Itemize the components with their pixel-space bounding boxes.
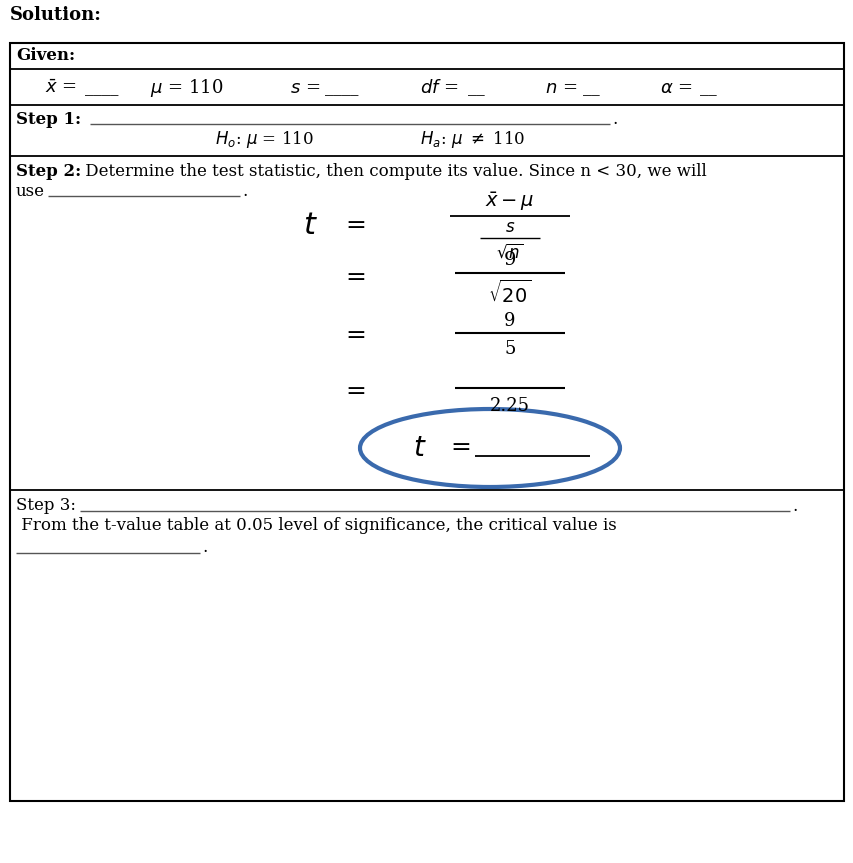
Text: =: =: [450, 437, 470, 459]
Text: __: __: [699, 79, 716, 97]
Text: Step 3:: Step 3:: [16, 497, 76, 514]
Text: $s$: $s$: [504, 218, 514, 236]
Text: $H_a$: $\mu$ $\neq$ 110: $H_a$: $\mu$ $\neq$ 110: [420, 129, 525, 149]
Text: Given:: Given:: [16, 47, 75, 65]
Text: From the t-value table at 0.05 level of significance, the critical value is: From the t-value table at 0.05 level of …: [16, 518, 616, 534]
Text: $n$ =: $n$ =: [544, 79, 577, 97]
Text: =: =: [345, 380, 365, 402]
Text: ____: ____: [85, 79, 119, 97]
Text: $t$: $t$: [302, 210, 317, 241]
Text: =: =: [345, 267, 365, 289]
Text: $\sqrt{20}$: $\sqrt{20}$: [488, 280, 531, 306]
Text: $s$ =: $s$ =: [290, 79, 320, 97]
Text: 9: 9: [503, 312, 515, 330]
Text: $H_o$: $\mu$ = 110: $H_o$: $\mu$ = 110: [215, 129, 313, 149]
Text: .: .: [612, 110, 617, 128]
Text: =: =: [345, 324, 365, 348]
Text: __: __: [467, 79, 485, 97]
Text: 5: 5: [504, 340, 515, 358]
Text: $\bar{x}$ =: $\bar{x}$ =: [45, 79, 77, 97]
Text: $\bar{x}-\mu$: $\bar{x}-\mu$: [485, 191, 534, 213]
Text: $df$ =: $df$ =: [420, 79, 458, 97]
Text: Solution:: Solution:: [10, 6, 102, 24]
Text: __: __: [583, 79, 599, 97]
Text: 2.25: 2.25: [490, 397, 530, 415]
Text: Determine the test statistic, then compute its value. Since n < 30, we will: Determine the test statistic, then compu…: [80, 162, 706, 180]
Text: Step 2:: Step 2:: [16, 162, 81, 180]
Text: $\mu$ = 110: $\mu$ = 110: [150, 77, 223, 99]
Text: ____: ____: [325, 79, 358, 97]
Text: .: .: [791, 497, 797, 514]
Text: =: =: [345, 213, 365, 236]
Bar: [10, 43, 843, 801]
Text: $\sqrt{n}$: $\sqrt{n}$: [496, 243, 523, 261]
Ellipse shape: [360, 409, 619, 487]
Text: $t$: $t$: [413, 434, 426, 462]
Text: .: .: [241, 182, 247, 199]
Text: use: use: [16, 182, 45, 199]
Text: $\alpha$ =: $\alpha$ =: [659, 79, 692, 97]
Text: Step 1:: Step 1:: [16, 110, 81, 128]
Text: .: .: [202, 539, 207, 557]
Text: 9: 9: [503, 251, 516, 269]
